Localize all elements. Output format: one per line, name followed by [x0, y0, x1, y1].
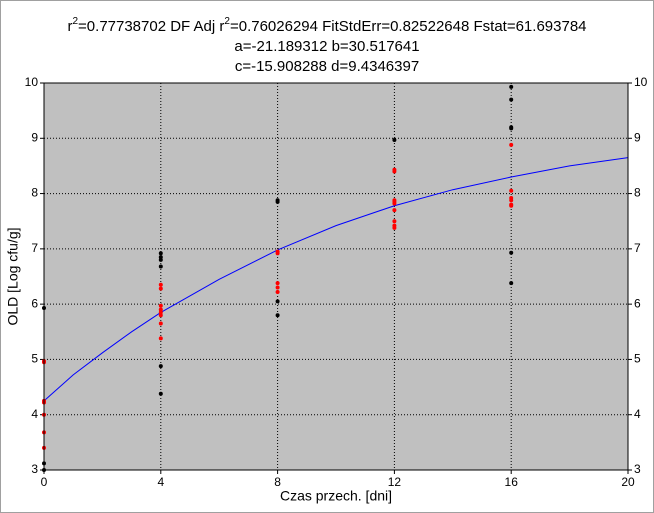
data-point	[392, 201, 397, 206]
title-line: c=-15.908288 d=9.4346397	[235, 58, 419, 75]
data-point	[509, 250, 514, 255]
data-point	[275, 285, 280, 290]
data-point	[158, 391, 163, 396]
data-point	[158, 255, 163, 260]
data-point	[158, 257, 163, 262]
data-point	[509, 97, 514, 102]
y-tick-label-right: 10	[634, 75, 648, 89]
y-tick-label: 10	[25, 75, 39, 89]
data-point	[158, 251, 163, 256]
data-point	[275, 251, 280, 256]
y-tick-label-right: 8	[634, 186, 641, 200]
data-point	[392, 225, 397, 230]
data-point	[392, 219, 397, 224]
data-point	[275, 199, 280, 204]
title-part: a=-21.189312 b=30.517641	[234, 38, 419, 55]
data-point	[158, 321, 163, 326]
x-tick-label: 4	[157, 475, 164, 489]
x-tick-label: 12	[388, 475, 402, 489]
plot-border	[43, 82, 629, 471]
y-tick-label: 9	[31, 130, 38, 144]
title-part: =0.76026294 FitStdErr=0.82522648 Fstat=6…	[230, 18, 587, 35]
y-tick-label-right: 7	[634, 241, 641, 255]
y-tick-label: 5	[31, 352, 38, 366]
x-tick-label: 8	[274, 475, 281, 489]
data-point	[275, 313, 280, 318]
y-tick-label-right: 3	[634, 462, 641, 476]
data-point	[275, 299, 280, 304]
data-point	[509, 281, 514, 286]
y-tick-label: 7	[31, 241, 38, 255]
data-point	[158, 310, 163, 315]
plot-area	[44, 83, 628, 470]
data-point	[158, 313, 163, 318]
data-point	[275, 289, 280, 294]
data-point	[158, 264, 163, 269]
data-point	[158, 303, 163, 308]
data-point	[158, 282, 163, 287]
x-axis-label: Czas przech. [dni]	[280, 488, 392, 504]
y-tick-label-right: 4	[634, 407, 641, 421]
x-tick-label: 16	[505, 475, 519, 489]
data-point	[158, 307, 163, 312]
y-tick-label: 8	[31, 186, 38, 200]
y-tick-label-right: 9	[634, 130, 641, 144]
x-tick-label: 20	[621, 475, 635, 489]
superscript: 2	[224, 16, 230, 27]
data-point	[392, 169, 397, 174]
y-tick-label-right: 6	[634, 296, 641, 310]
data-point	[509, 84, 514, 89]
y-tick-label: 4	[31, 407, 38, 421]
data-point	[158, 336, 163, 341]
y-tick-label-right: 5	[634, 352, 641, 366]
title-part: =0.77738702 DF Adj r	[78, 18, 224, 35]
data-point	[509, 198, 514, 203]
title-line: a=-21.189312 b=30.517641	[234, 38, 419, 55]
title-part: c=-15.908288 d=9.4346397	[235, 58, 419, 75]
data-point	[392, 137, 397, 142]
data-point	[275, 281, 280, 286]
data-point	[509, 203, 514, 208]
title-part: r	[67, 18, 72, 35]
x-tick-label: 0	[41, 475, 48, 489]
y-tick-label: 6	[31, 296, 38, 310]
data-point	[392, 208, 397, 213]
data-point	[158, 286, 163, 291]
superscript: 2	[72, 16, 78, 27]
data-point	[509, 142, 514, 147]
data-point	[158, 364, 163, 369]
y-tick-label: 3	[31, 462, 38, 476]
data-point	[509, 188, 514, 193]
y-axis-label: OLD [Log cfu/g]	[5, 227, 21, 325]
title-line: r2=0.77738702 DF Adj r2=0.76026294 FitSt…	[67, 16, 586, 35]
data-point	[509, 126, 514, 131]
